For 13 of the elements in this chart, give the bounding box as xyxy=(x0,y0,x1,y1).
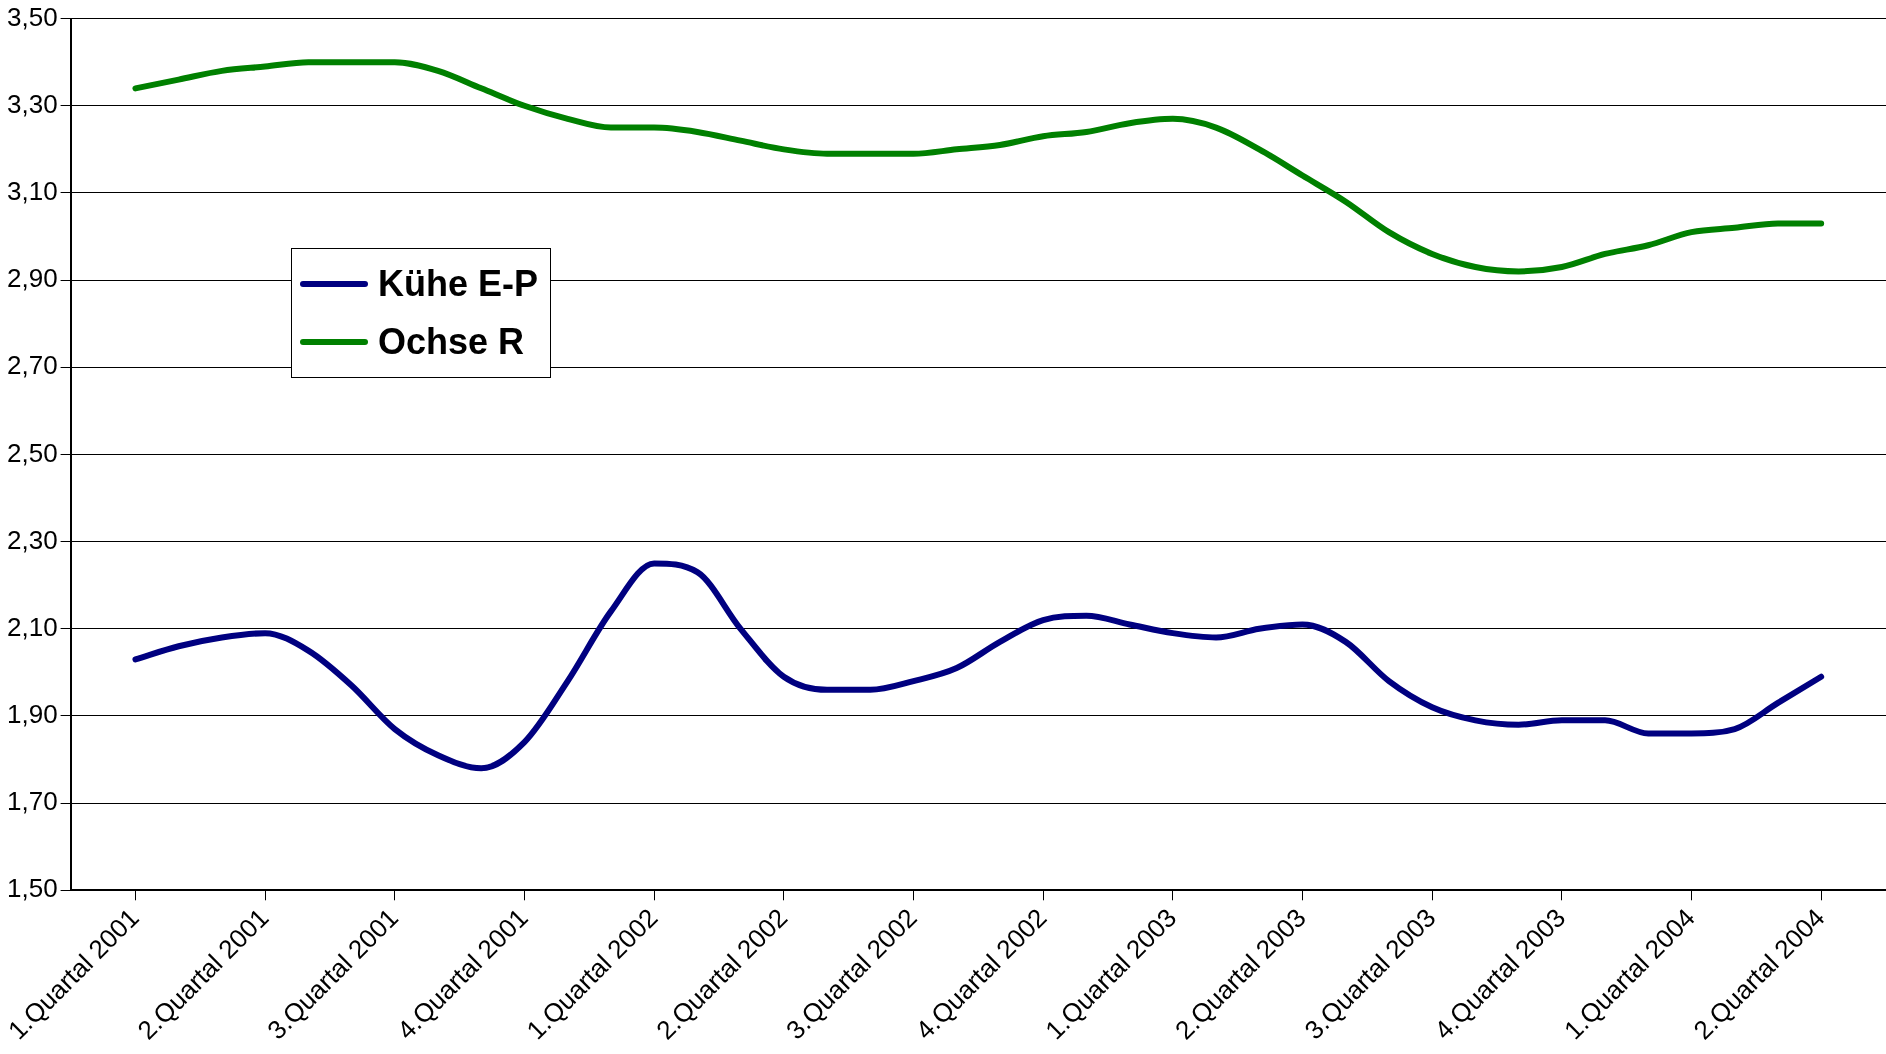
y-tick-label: 2,30 xyxy=(6,524,58,555)
y-tick-label: 2,10 xyxy=(6,611,58,642)
y-tick-label: 3,50 xyxy=(6,1,58,32)
y-tick-label: 2,90 xyxy=(6,263,58,294)
y-tick-label: 3,10 xyxy=(6,176,58,207)
y-tick-label: 1,90 xyxy=(6,699,58,730)
y-tick-label: 1,50 xyxy=(6,873,58,904)
y-tick-label: 2,70 xyxy=(6,350,58,381)
y-tick-label: 3,30 xyxy=(6,88,58,119)
legend-label: Ochse R xyxy=(378,321,525,363)
legend-label: Kühe E-P xyxy=(378,263,539,305)
y-tick-label: 1,70 xyxy=(6,786,58,817)
y-tick-label: 2,50 xyxy=(6,437,58,468)
